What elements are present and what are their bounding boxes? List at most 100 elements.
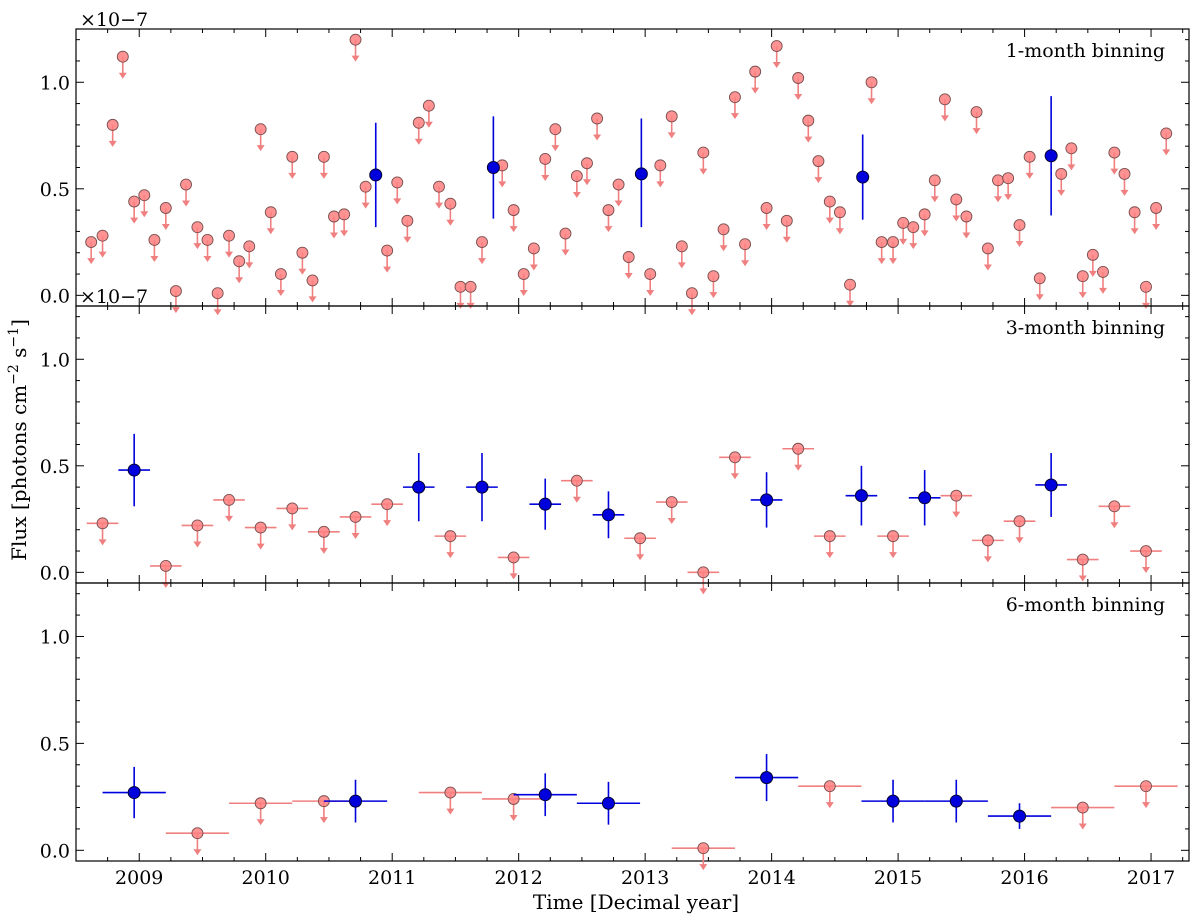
upper-limit-marker: [823, 195, 836, 208]
upper-limit-marker: [780, 214, 793, 227]
upper-limit-arrowhead: [361, 202, 370, 209]
y-axis-label-mid: s: [7, 348, 31, 365]
upper-limit-marker: [191, 827, 204, 840]
upper-limit-arrowhead: [1141, 802, 1150, 809]
upper-limit-arrowhead: [1035, 294, 1044, 301]
upper-limit-arrowhead: [256, 543, 265, 550]
upper-limit-arrowhead: [835, 228, 844, 235]
y-tick-label: 0.0: [40, 840, 70, 862]
upper-limit-arrowhead: [846, 300, 855, 307]
upper-limit-arrowhead: [330, 232, 339, 239]
upper-limit-arrowhead: [899, 238, 908, 245]
upper-limit-arrowhead: [403, 236, 412, 243]
upper-limit-marker: [928, 174, 941, 187]
upper-limit-marker: [875, 236, 888, 249]
upper-limit-marker: [960, 210, 973, 223]
upper-limit-marker: [1140, 780, 1152, 793]
upper-limit-marker: [665, 110, 678, 123]
upper-limit-marker: [444, 786, 457, 799]
y-axis-label-sup1: −2: [6, 364, 22, 385]
upper-limit-arrowhead: [952, 511, 961, 518]
upper-limit-marker: [844, 278, 856, 291]
upper-limit-arrowhead: [825, 552, 834, 559]
upper-limit-marker: [1097, 265, 1109, 278]
upper-limit-arrowhead: [699, 168, 708, 175]
upper-limit-marker: [950, 489, 963, 502]
upper-limit-arrowhead: [972, 128, 981, 135]
upper-limit-arrowhead: [699, 864, 708, 871]
upper-limit-arrowhead: [213, 309, 222, 316]
upper-limit-arrowhead: [509, 226, 518, 233]
upper-limit-marker: [211, 287, 224, 300]
upper-limit-marker: [286, 150, 299, 163]
upper-limit-arrowhead: [614, 200, 623, 207]
detection-marker: [856, 170, 870, 184]
panel-2: 0.0 0.5 1.0 ×10−7 3-month binning: [40, 286, 1190, 595]
upper-limit-arrowhead: [551, 145, 560, 152]
upper-limit-marker: [1140, 545, 1152, 557]
upper-limit-arrowhead: [687, 309, 696, 316]
upper-limit-arrowhead: [730, 113, 739, 120]
upper-limit-arrowhead: [256, 145, 265, 152]
upper-limit-arrowhead: [393, 198, 402, 205]
upper-limit-arrowhead: [825, 217, 834, 224]
upper-limit-marker: [1150, 202, 1163, 214]
upper-limit-marker: [792, 72, 805, 84]
upper-limit-arrowhead: [225, 515, 234, 522]
panel-frame: [75, 305, 1190, 584]
upper-limit-marker: [444, 530, 457, 543]
upper-limit-marker: [549, 123, 562, 136]
upper-limit-marker: [1065, 142, 1078, 155]
upper-limit-marker: [970, 106, 983, 119]
panel-label: 1-month binning: [1006, 40, 1165, 62]
upper-limit-arrowhead: [782, 236, 791, 243]
upper-limit-marker: [191, 519, 204, 532]
upper-limit-arrowhead: [1152, 223, 1161, 230]
upper-limit-marker: [728, 91, 741, 104]
upper-limit-marker: [243, 240, 256, 253]
upper-limit-arrowhead: [804, 136, 813, 143]
upper-limit-arrowhead: [636, 554, 645, 561]
upper-limit-arrowhead: [656, 181, 665, 188]
upper-limit-marker: [675, 240, 688, 253]
upper-limit-arrowhead: [182, 200, 191, 207]
x-tick-label: 2012: [494, 867, 542, 889]
upper-limit-arrowhead: [667, 518, 676, 525]
upper-limit-marker: [697, 842, 710, 855]
upper-limit-arrowhead: [1004, 194, 1013, 201]
upper-limit-arrowhead: [794, 464, 803, 471]
upper-limit-arrowhead: [118, 72, 127, 79]
upper-limit-marker: [665, 496, 678, 508]
upper-limit-arrowhead: [794, 94, 803, 101]
detection-marker: [601, 796, 615, 810]
upper-limit-arrowhead: [1110, 522, 1119, 529]
upper-limit-arrowhead: [1057, 189, 1066, 196]
upper-limit-marker: [823, 780, 836, 793]
upper-limit-arrowhead: [920, 230, 929, 237]
upper-limit-marker: [559, 227, 572, 240]
upper-limit-marker: [233, 255, 246, 268]
upper-limit-arrowhead: [288, 172, 297, 179]
upper-limit-arrowhead: [140, 211, 149, 218]
upper-limit-marker: [159, 560, 172, 572]
upper-limit-marker: [254, 521, 267, 534]
upper-limit-marker: [412, 116, 425, 129]
upper-limit-arrowhead: [604, 226, 613, 233]
upper-limit-arrowhead: [889, 258, 898, 265]
y-tick-label: 0.0: [40, 562, 70, 584]
upper-limit-arrowhead: [983, 556, 992, 563]
upper-limit-marker: [128, 195, 141, 208]
detection-marker: [854, 489, 868, 503]
upper-limit-arrowhead: [994, 196, 1003, 203]
upper-limit-arrowhead: [498, 181, 507, 188]
x-tick-label: 2016: [1000, 867, 1048, 889]
detection-marker: [486, 161, 500, 174]
upper-limit-marker: [1086, 248, 1099, 261]
upper-limit-arrowhead: [256, 819, 265, 826]
upper-limit-arrowhead: [930, 196, 939, 203]
upper-limit-arrowhead: [1067, 164, 1076, 171]
upper-limit-marker: [1033, 272, 1046, 285]
upper-limit-marker: [1140, 280, 1152, 293]
x-tick-label: 2014: [747, 867, 795, 889]
upper-limit-marker: [1023, 150, 1036, 163]
